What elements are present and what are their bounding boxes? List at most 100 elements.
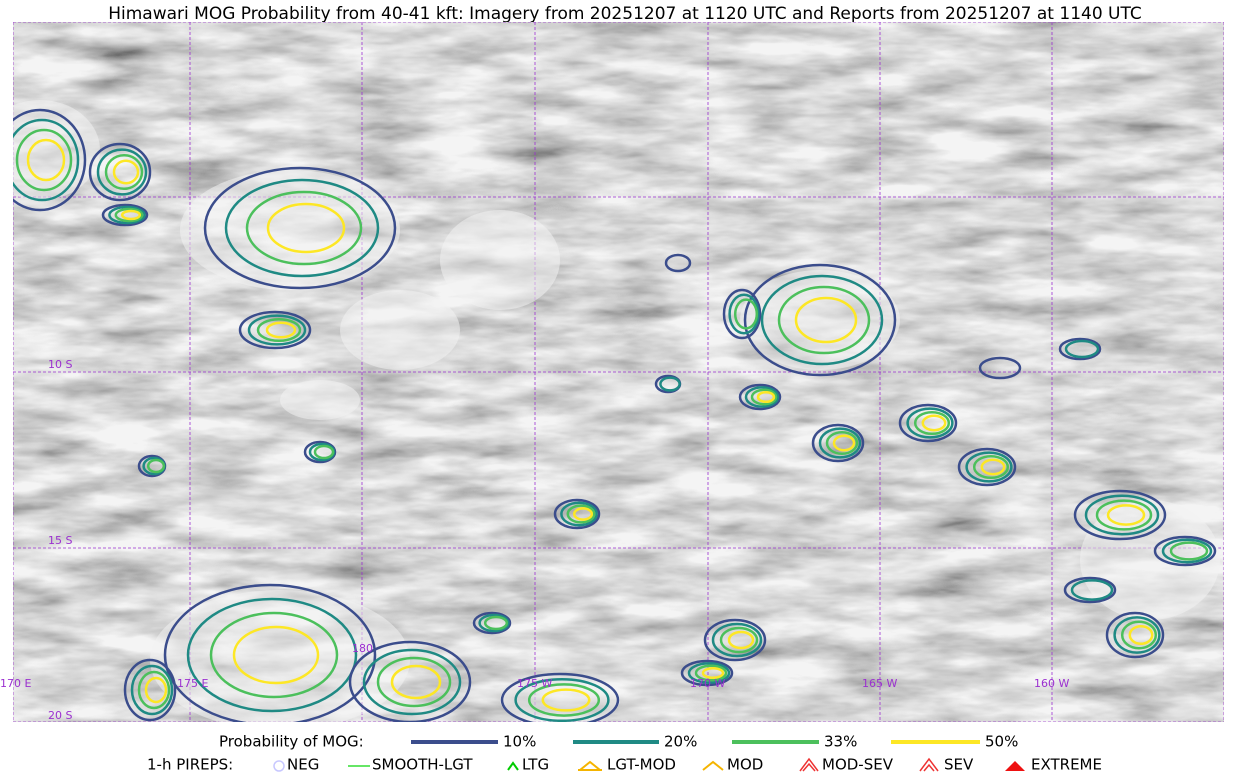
ltg-icon xyxy=(507,761,519,771)
lon-label: 180 xyxy=(352,642,373,655)
contour xyxy=(13,118,80,202)
contour xyxy=(146,458,166,474)
graticule-labels: 10 S 15 S 20 S 170 E 175 E 180 175 W 170 W 165 W… xyxy=(0,358,1069,722)
contour xyxy=(478,613,510,633)
legend-text: LGT-MOD xyxy=(607,756,676,774)
contour xyxy=(906,407,954,439)
legend-text: 20% xyxy=(664,733,697,751)
contour xyxy=(266,202,346,254)
contour xyxy=(376,656,452,708)
lon-label: 175 E xyxy=(177,677,208,690)
contour xyxy=(112,159,140,185)
contour xyxy=(1084,494,1160,536)
contour xyxy=(256,317,302,343)
contour xyxy=(980,458,1006,476)
contour xyxy=(978,356,1022,380)
contour xyxy=(483,615,509,631)
lon-label: 170 W xyxy=(690,677,725,690)
mod-sev-icon xyxy=(802,762,816,772)
title: Himawari MOG Probability from 40-41 kft:… xyxy=(108,4,1142,24)
contour xyxy=(96,148,148,196)
contour xyxy=(680,659,734,687)
contour xyxy=(711,622,763,658)
contour xyxy=(1064,339,1100,359)
contour xyxy=(247,314,307,346)
map xyxy=(13,22,1224,722)
legend-title: Probability of MOG: xyxy=(219,733,364,751)
cloud xyxy=(280,380,360,420)
contour xyxy=(744,386,780,408)
contour xyxy=(101,203,149,227)
legend-text: 10% xyxy=(503,733,536,751)
contour xyxy=(88,142,152,202)
legend-text: 50% xyxy=(985,733,1018,751)
contour xyxy=(1105,611,1165,659)
contour xyxy=(760,274,884,366)
contour xyxy=(120,209,142,221)
probability-contours xyxy=(13,100,1220,722)
contour xyxy=(560,501,598,527)
contour xyxy=(972,454,1010,480)
contour xyxy=(572,507,594,521)
contour xyxy=(898,403,958,443)
legend-text: SMOOTH-LGT xyxy=(372,756,473,774)
lon-label: 165 W xyxy=(862,677,897,690)
cloud xyxy=(150,590,410,722)
contour xyxy=(738,383,782,411)
contour xyxy=(1161,538,1213,564)
contour xyxy=(390,664,442,700)
contour xyxy=(313,444,335,460)
pirep-legend: 1-h PIREPS: NEG SMOOTH-LGT LTG LGT-MOD M… xyxy=(147,756,1102,774)
contour xyxy=(1095,499,1153,531)
contour xyxy=(13,108,87,212)
sev-icon xyxy=(923,763,935,772)
lat-label: 15 S xyxy=(48,534,72,547)
legend-text: 33% xyxy=(824,733,857,751)
contour xyxy=(921,414,947,432)
lon-label: 175 W xyxy=(517,677,552,690)
cloud xyxy=(440,210,560,310)
legend-text: EXTREME xyxy=(1031,756,1102,774)
contour xyxy=(1120,620,1158,650)
contour xyxy=(224,178,380,278)
contour xyxy=(163,583,377,722)
contour xyxy=(541,688,591,712)
contour xyxy=(965,451,1013,483)
contour xyxy=(1128,624,1154,646)
contour xyxy=(232,625,320,685)
contour xyxy=(832,434,856,452)
contour xyxy=(664,253,692,273)
contour xyxy=(1070,579,1114,601)
contour xyxy=(756,390,776,404)
contour xyxy=(500,672,620,722)
contour xyxy=(348,640,472,722)
contour xyxy=(722,288,762,340)
contour xyxy=(743,263,897,377)
contour xyxy=(472,611,512,635)
lat-label: 10 S xyxy=(48,358,72,371)
contour xyxy=(186,597,358,713)
contour xyxy=(701,666,725,680)
contour xyxy=(794,296,858,344)
contour xyxy=(15,128,73,192)
contour xyxy=(733,298,759,330)
contour xyxy=(687,662,731,684)
neg-icon xyxy=(273,760,285,772)
contour xyxy=(818,427,862,459)
cloud xyxy=(340,290,460,370)
legend-title: 1-h PIREPS: xyxy=(147,756,233,774)
mod-icon xyxy=(702,760,724,771)
contour xyxy=(1058,337,1102,361)
contour xyxy=(913,410,951,436)
contour xyxy=(114,207,144,223)
lon-label: 170 E xyxy=(0,677,31,690)
contour xyxy=(104,153,144,191)
contour xyxy=(1113,616,1161,654)
cloud xyxy=(180,170,400,290)
contour xyxy=(362,648,462,716)
mod-sev-icon xyxy=(799,757,819,772)
contour xyxy=(238,310,312,350)
contour xyxy=(727,630,755,650)
contour xyxy=(1106,504,1146,526)
